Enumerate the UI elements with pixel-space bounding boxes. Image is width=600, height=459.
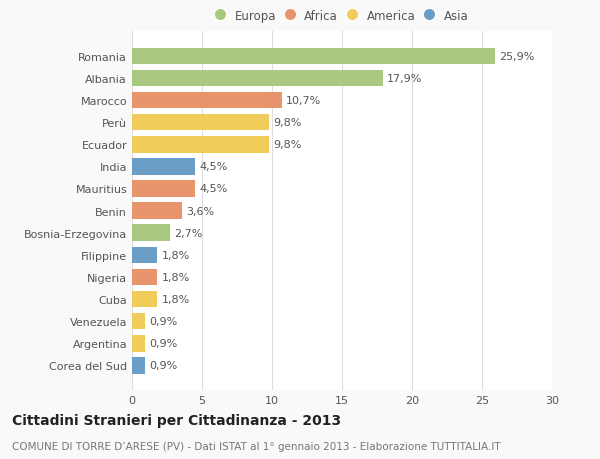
Text: COMUNE DI TORRE D’ARESE (PV) - Dati ISTAT al 1° gennaio 2013 - Elaborazione TUTT: COMUNE DI TORRE D’ARESE (PV) - Dati ISTA… (12, 441, 500, 451)
Text: 1,8%: 1,8% (161, 250, 190, 260)
Bar (132, 115, 269, 131)
Text: 2,7%: 2,7% (174, 228, 202, 238)
Text: 1,8%: 1,8% (161, 272, 190, 282)
Bar (132, 203, 182, 219)
Bar (132, 181, 195, 197)
Text: 9,8%: 9,8% (274, 140, 302, 150)
Bar (132, 71, 383, 87)
Text: 0,9%: 0,9% (149, 317, 177, 326)
Bar (132, 225, 170, 241)
Bar (132, 335, 145, 352)
Text: 4,5%: 4,5% (199, 162, 227, 172)
Text: Cittadini Stranieri per Cittadinanza - 2013: Cittadini Stranieri per Cittadinanza - 2… (12, 413, 341, 427)
Bar (132, 93, 282, 109)
Bar (132, 159, 195, 175)
Bar (132, 269, 157, 285)
Text: 9,8%: 9,8% (274, 118, 302, 128)
Bar (132, 247, 157, 263)
Text: 25,9%: 25,9% (499, 52, 534, 62)
Bar (132, 313, 145, 330)
Bar (132, 48, 494, 65)
Text: 0,9%: 0,9% (149, 339, 177, 348)
Bar (132, 137, 269, 153)
Text: 3,6%: 3,6% (187, 206, 215, 216)
Text: 17,9%: 17,9% (387, 74, 422, 84)
Text: 4,5%: 4,5% (199, 184, 227, 194)
Text: 10,7%: 10,7% (286, 96, 321, 106)
Legend: Europa, Africa, America, Asia: Europa, Africa, America, Asia (215, 10, 469, 22)
Text: 1,8%: 1,8% (161, 294, 190, 304)
Bar (132, 291, 157, 308)
Text: 0,9%: 0,9% (149, 361, 177, 370)
Bar (132, 357, 145, 374)
